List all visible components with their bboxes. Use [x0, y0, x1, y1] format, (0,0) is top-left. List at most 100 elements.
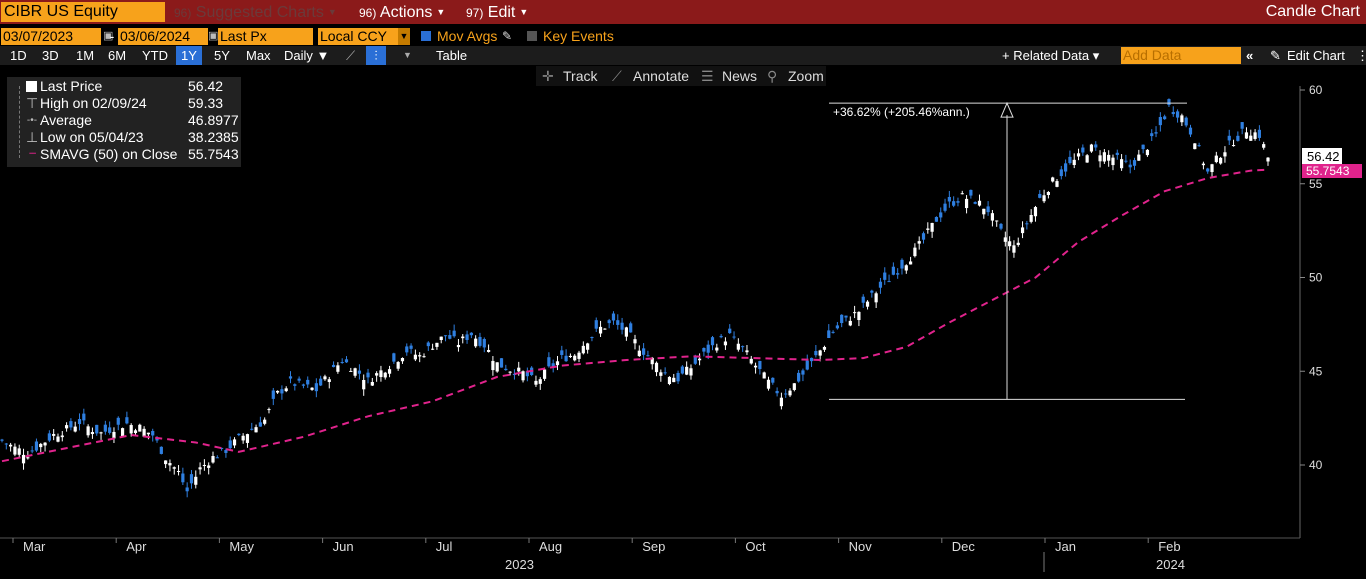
pencil-icon[interactable]: ✎ [502, 29, 513, 43]
key-events-checkbox[interactable] [527, 31, 537, 41]
edit-menu[interactable]: 97) Edit ▼ [466, 4, 529, 21]
suggested-charts-menu[interactable]: 96) Suggested Charts ▼ [174, 4, 337, 21]
frequency-select[interactable]: Daily ▼ [284, 48, 330, 63]
collapse-icon[interactable]: « [1246, 48, 1254, 63]
candle-up [263, 419, 267, 424]
candle-down [607, 320, 611, 324]
candle-up [822, 346, 827, 350]
candle-down [805, 360, 809, 370]
mov-avgs-label[interactable]: Mov Avgs [437, 28, 498, 44]
key-events-label[interactable]: Key Events [543, 28, 614, 44]
legend-last-price: Last Price 56.42 [7, 78, 241, 95]
candle-down [1188, 127, 1193, 135]
candle-up [659, 372, 663, 376]
candle-down [1025, 223, 1029, 225]
range-1y[interactable]: 1Y [176, 46, 202, 65]
candle-down [590, 337, 594, 339]
more-icon[interactable]: ⋮ [1356, 48, 1366, 63]
candle-down [185, 487, 189, 492]
candle-down [314, 383, 318, 392]
candle-down [1132, 160, 1137, 166]
candle-up [172, 467, 176, 469]
candle-up [982, 208, 986, 215]
candle-down [504, 368, 508, 371]
mov-avgs-checkbox[interactable] [421, 31, 431, 41]
candle-up [232, 439, 237, 446]
candle-up [138, 424, 142, 432]
table-button[interactable]: Table [436, 48, 468, 63]
currency-select[interactable]: Local CCY ▼ [318, 28, 410, 45]
news-button[interactable]: News [722, 68, 758, 84]
add-data-input[interactable]: Add Data [1121, 47, 1241, 64]
candle-up [637, 350, 641, 357]
candle-down [301, 384, 306, 386]
range-1m[interactable]: 1M [76, 48, 95, 63]
calendar-icon[interactable]: ▣ [208, 30, 219, 42]
pencil-icon[interactable]: ✎ [1270, 48, 1281, 63]
related-data-button[interactable]: + Related Data ▾ [1002, 48, 1100, 63]
candle-down [181, 473, 185, 483]
candle-chart-icon[interactable]: ⫶ [366, 46, 386, 65]
range-ytd[interactable]: YTD [142, 48, 168, 63]
candle-down [611, 313, 616, 321]
x-month-label: Apr [126, 539, 147, 554]
candle-up [64, 425, 69, 429]
candle-up [370, 382, 374, 386]
candle-up [486, 349, 491, 352]
x-month-label: Dec [952, 539, 976, 554]
candle-up [672, 377, 676, 383]
price-field-select[interactable]: Last Px [218, 28, 313, 45]
start-date-input[interactable]: 03/07/2023 [1, 28, 101, 45]
x-month-labels: Mar Apr May Jun Jul Aug Sep Oct Nov Dec Jan Feb [12, 538, 1181, 554]
candle-down [728, 328, 732, 334]
zoom-button[interactable]: Zoom [788, 68, 824, 84]
candle-down [0, 439, 4, 441]
candle-up [146, 432, 151, 435]
range-6m[interactable]: 6M [108, 48, 127, 63]
ticker-input[interactable]: CIBR US Equity [1, 2, 165, 22]
candle-up [542, 369, 547, 379]
candle-up [1266, 157, 1270, 162]
candle-up [176, 470, 181, 472]
candle-up [762, 372, 766, 379]
candle-up [120, 428, 125, 437]
line-chart-icon[interactable]: ⟋ [346, 48, 356, 63]
candle-down [939, 212, 943, 218]
legend: Last Price 56.42 ⊤ High on 02/09/24 59.3… [7, 77, 241, 167]
candle-up [194, 476, 198, 485]
candle-up [753, 365, 758, 368]
candle-down [258, 422, 262, 427]
year-label-2023: 2023 [505, 557, 534, 572]
candle-up [353, 368, 357, 376]
annotate-button[interactable]: Annotate [633, 68, 690, 84]
chevron-down-icon[interactable]: ▼ [403, 50, 412, 60]
range-max[interactable]: Max [246, 48, 271, 63]
candle-up [633, 339, 637, 344]
candle-down [878, 281, 883, 288]
track-button[interactable]: Track [563, 68, 598, 84]
candle-up [517, 367, 521, 372]
candle-up [1051, 177, 1055, 182]
candle-up [491, 360, 495, 371]
candle-down [116, 417, 120, 425]
end-date-input[interactable]: 03/06/2024 [118, 28, 208, 45]
candle-down [827, 330, 831, 338]
candle-down [771, 377, 775, 383]
candle-down [159, 446, 163, 454]
range-3d[interactable]: 3D [42, 48, 59, 63]
candle-down [482, 339, 486, 348]
candle-down [499, 358, 504, 368]
actions-menu[interactable]: 96) Actions ▼ [359, 4, 446, 21]
sma-price-tag-text: 55.7543 [1306, 164, 1350, 178]
candle-down [702, 347, 706, 352]
candle-up [86, 426, 90, 436]
candle-up [129, 425, 133, 434]
candle-down [943, 203, 947, 211]
range-5y[interactable]: 5Y [214, 48, 230, 63]
edit-chart-button[interactable]: Edit Chart [1287, 48, 1345, 63]
range-1d[interactable]: 1D [10, 48, 27, 63]
calendar-icon[interactable]: ▣ [103, 30, 114, 42]
legend-sma: ╶╴ SMAVG (50) on Close 55.7543 [26, 146, 239, 162]
candle-up [1214, 155, 1218, 163]
candle-up [422, 356, 426, 358]
